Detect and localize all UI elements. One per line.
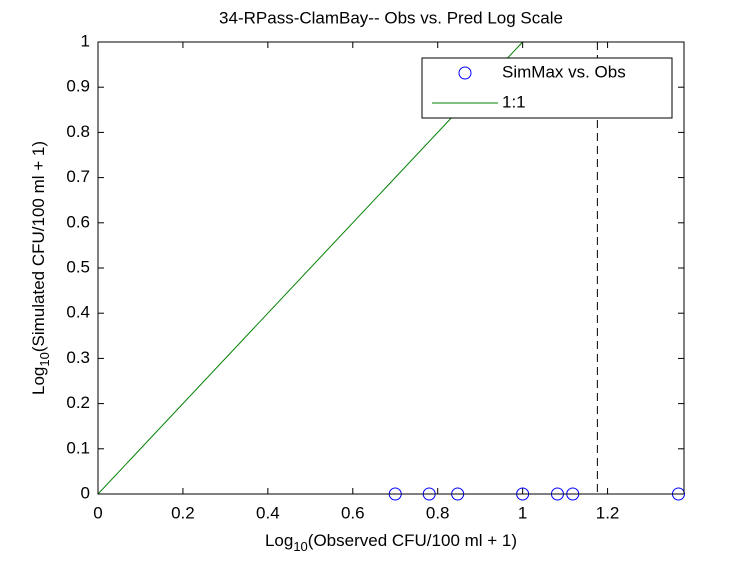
chart-title: 34-RPass-ClamBay-- Obs vs. Pred Log Scal… [219,8,563,27]
y-tick-label: 0 [81,483,90,502]
x-tick-label: 0.8 [426,503,450,522]
legend-marker [458,66,472,80]
x-label-sub: 10 [293,539,307,554]
y-tick-label: 0.7 [66,167,90,186]
y-tick-label: 0.1 [66,438,90,457]
x-tick-label: 1.2 [596,503,620,522]
y-tick-label: 0.6 [66,212,90,231]
y-tick-label: 0.5 [66,257,90,276]
y-label-sub: 10 [37,352,52,366]
y-tick-label: 0.8 [66,122,90,141]
y-tick-label: 0.3 [66,348,90,367]
x-tick-label: 0 [93,503,102,522]
legend-label: 1:1 [502,92,526,111]
axes-box [97,41,685,495]
x-tick-label: 0.6 [341,503,365,522]
x-tick-label: 0.2 [171,503,195,522]
y-label-base: Log [29,367,48,395]
y-label-rest: (Simulated CFU/100 ml + 1) [29,141,48,352]
y-tick-label: 0.4 [66,303,90,322]
x-axis-label: Log10(Observed CFU/100 ml + 1) [265,531,517,554]
x-tick-label: 0.4 [256,503,280,522]
y-tick-label: 1 [81,31,90,50]
legend-label: SimMax vs. Obs [502,62,626,81]
y-tick-label: 0.9 [66,77,90,96]
x-label-rest: (Observed CFU/100 ml + 1) [308,531,517,550]
legend-box [421,57,673,119]
y-axis-label: Log10(Simulated CFU/100 ml + 1) [29,141,52,395]
x-label-base: Log [265,531,293,550]
x-tick-label: 1 [518,503,527,522]
y-tick-label: 0.2 [66,393,90,412]
